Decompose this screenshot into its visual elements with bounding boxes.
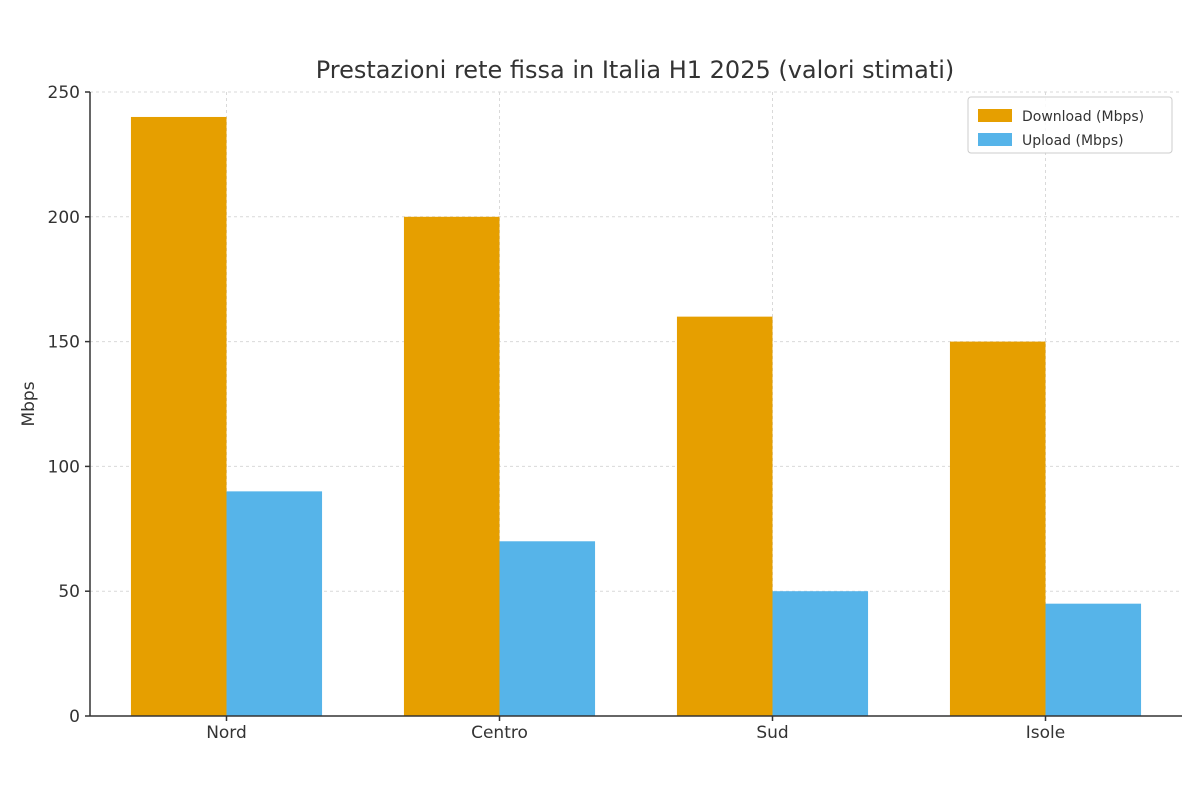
y-axis-label: Mbps xyxy=(19,381,39,426)
legend-box xyxy=(967,96,1173,154)
x-tick-labels: Nord Centro Sud Isole xyxy=(206,716,1065,743)
y-tick-labels: 0 50 100 150 200 250 xyxy=(48,83,90,727)
bar-download-sud xyxy=(676,316,773,716)
legend: Download (Mbps) Upload (Mbps) xyxy=(967,96,1173,154)
legend-swatch-download xyxy=(978,109,1012,122)
y-tick-label: 100 xyxy=(48,457,80,477)
bar-download-nord xyxy=(130,116,227,716)
bar-upload-isole xyxy=(1045,603,1142,716)
y-tick-label: 150 xyxy=(48,333,80,353)
y-tick-label: 200 xyxy=(48,208,80,228)
bar-upload-centro xyxy=(499,541,596,716)
chart-title: Prestazioni rete fissa in Italia H1 2025… xyxy=(316,56,955,84)
bar-upload-nord xyxy=(226,491,323,716)
x-tick-label-isole: Isole xyxy=(1026,723,1065,743)
axes xyxy=(89,92,1182,717)
y-tick-label: 50 xyxy=(58,582,80,602)
bar-upload-sud xyxy=(772,591,869,716)
bars xyxy=(130,116,1142,717)
x-tick-label-sud: Sud xyxy=(756,723,788,743)
x-tick-label-centro: Centro xyxy=(471,723,528,743)
x-tick-label-nord: Nord xyxy=(206,723,247,743)
y-tick-label: 0 xyxy=(69,707,80,727)
y-tick-label: 250 xyxy=(48,83,80,103)
legend-label-download: Download (Mbps) xyxy=(1022,109,1144,125)
legend-swatch-upload xyxy=(978,133,1012,146)
bar-download-isole xyxy=(949,341,1046,716)
bar-download-centro xyxy=(403,216,500,717)
legend-label-upload: Upload (Mbps) xyxy=(1022,133,1124,149)
